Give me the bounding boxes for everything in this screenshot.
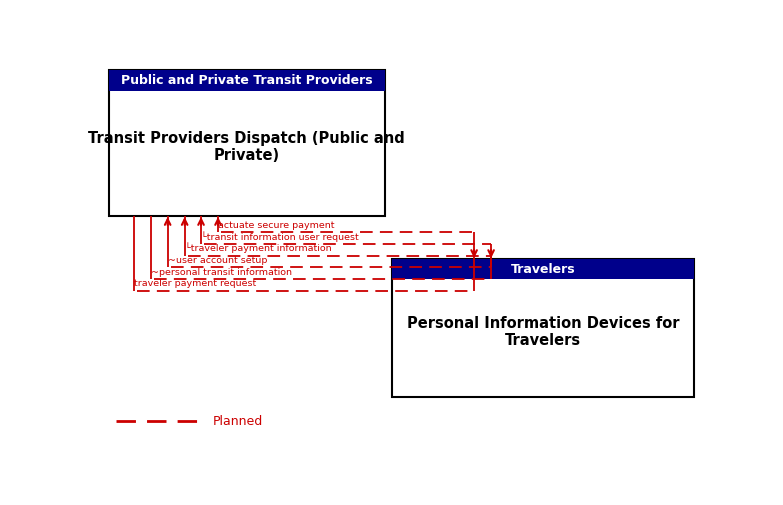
Text: ~user account setup: ~user account setup (168, 256, 267, 265)
Bar (392, 259, 694, 279)
Bar (109, 70, 385, 90)
Text: Planned: Planned (213, 415, 263, 428)
Text: actuate secure payment: actuate secure payment (218, 221, 334, 230)
Text: Public and Private Transit Providers: Public and Private Transit Providers (121, 74, 373, 87)
Bar (392, 259, 694, 397)
Text: ~personal transit information: ~personal transit information (151, 268, 292, 277)
Text: traveler payment request: traveler payment request (135, 279, 257, 288)
Text: Personal Information Devices for
Travelers: Personal Information Devices for Travele… (406, 316, 679, 348)
Text: └traveler payment information: └traveler payment information (185, 243, 331, 254)
Text: Travelers: Travelers (511, 263, 576, 276)
Text: Transit Providers Dispatch (Public and
Private): Transit Providers Dispatch (Public and P… (88, 131, 406, 163)
Bar (109, 70, 385, 216)
Text: └transit information user request: └transit information user request (201, 231, 359, 242)
